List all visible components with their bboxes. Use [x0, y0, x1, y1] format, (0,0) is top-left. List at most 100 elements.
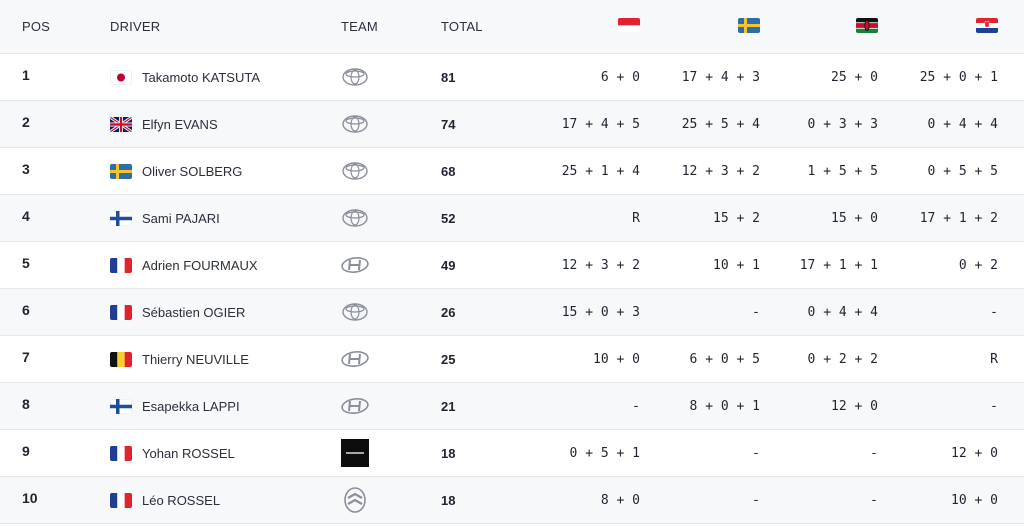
- round-result-cell: 8 + 0 + 1: [690, 383, 760, 429]
- header-team[interactable]: TEAM: [341, 19, 378, 34]
- lancia-logo-icon: [341, 439, 369, 467]
- driver-name[interactable]: Yohan ROSSEL: [142, 445, 235, 461]
- pos-cell: 4: [22, 195, 30, 241]
- driver-name[interactable]: Esapekka LAPPI: [142, 398, 240, 414]
- round-result: 0 + 2: [958, 257, 998, 273]
- table-row[interactable]: 7 Thierry NEUVILLE 25 10 + 0 6 + 0 + 5 0 + 2 …: [0, 336, 1024, 383]
- pos-cell: 9: [22, 430, 30, 476]
- hyundai-logo-icon: [341, 392, 369, 420]
- driver-cell[interactable]: Oliver SOLBERG: [110, 148, 242, 194]
- finland-flag-icon: [110, 210, 132, 226]
- driver-name[interactable]: Sami PAJARI: [142, 210, 220, 226]
- pos-cell: 7: [22, 336, 30, 382]
- position-number: 3: [22, 161, 30, 177]
- round-result-cell: 15 + 0 + 3: [562, 289, 640, 335]
- table-row[interactable]: 6 Sébastien OGIER 26 15 + 0 + 3 - 0 + 4 + 4 -: [0, 289, 1024, 336]
- round-result-cell: 0 + 2: [959, 242, 998, 288]
- header-round-3[interactable]: [856, 0, 878, 52]
- finland-flag-icon: [110, 398, 132, 414]
- driver-cell[interactable]: Elfyn EVANS: [110, 101, 218, 147]
- round-result-cell: -: [870, 477, 878, 523]
- round-result-cell: 15 + 2: [713, 195, 760, 241]
- round-result: 12 + 3 + 2: [681, 163, 760, 179]
- header-pos[interactable]: POS: [22, 19, 51, 34]
- header-total[interactable]: TOTAL: [441, 19, 483, 34]
- round-result: 8 + 0: [600, 492, 640, 508]
- round-result: 8 + 0 + 1: [689, 398, 760, 414]
- round-result-cell: 12 + 3 + 2: [682, 148, 760, 194]
- round-result-cell: 6 + 0: [601, 54, 640, 100]
- driver-name[interactable]: Takamoto KATSUTA: [142, 69, 260, 85]
- driver-cell[interactable]: Takamoto KATSUTA: [110, 54, 260, 100]
- table-row[interactable]: 4 Sami PAJARI 52 R 15 + 2 15 + 0 17 + 1 + 2: [0, 195, 1024, 242]
- table-row[interactable]: 3 Oliver SOLBERG 68 25 + 1 + 4 12 + 3 + 2 1 +…: [0, 148, 1024, 195]
- driver-name[interactable]: Oliver SOLBERG: [142, 163, 243, 179]
- driver-name[interactable]: Sébastien OGIER: [142, 304, 246, 320]
- header-driver[interactable]: DRIVER: [110, 19, 161, 34]
- driver-name[interactable]: Adrien FOURMAUX: [142, 257, 258, 273]
- table-row[interactable]: 9 Yohan ROSSEL 18 0 + 5 + 1 - - 12 + 0: [0, 430, 1024, 477]
- hyundai-logo-icon: [341, 345, 369, 373]
- header-round-1[interactable]: [618, 0, 640, 52]
- japan-flag-icon: [110, 69, 132, 85]
- position-number: 6: [22, 302, 30, 318]
- total-cell: 18: [441, 477, 455, 523]
- table-row[interactable]: 10 Léo ROSSEL 18 8 + 0 - - 10 + 0: [0, 477, 1024, 524]
- round-result: 0 + 5 + 5: [927, 163, 998, 179]
- driver-cell[interactable]: Léo ROSSEL: [110, 477, 220, 523]
- total-points: 74: [441, 116, 456, 132]
- round-result-cell: 25 + 1 + 4: [562, 148, 640, 194]
- total-points: 68: [441, 163, 456, 179]
- table-row[interactable]: 1 Takamoto KATSUTA 81 6 + 0 17 + 4 + 3 25 + 0…: [0, 54, 1024, 101]
- round-result: 0 + 2 + 2: [807, 351, 878, 367]
- toyota-logo-icon: [341, 63, 369, 91]
- round-result: 25 + 0: [831, 69, 878, 85]
- round-result: R: [990, 351, 998, 367]
- round-result: 12 + 0: [951, 445, 998, 461]
- driver-cell[interactable]: Thierry NEUVILLE: [110, 336, 249, 382]
- kenya-flag-icon: [856, 18, 878, 33]
- round-result: 15 + 0 + 3: [561, 304, 640, 320]
- team-cell: [341, 383, 369, 429]
- table-row[interactable]: 5 Adrien FOURMAUX 49 12 + 3 + 2 10 + 1 17 + 1…: [0, 242, 1024, 289]
- driver-cell[interactable]: Sami PAJARI: [110, 195, 220, 241]
- position-number: 5: [22, 255, 30, 271]
- round-result: 0 + 5 + 1: [569, 445, 640, 461]
- toyota-logo-icon: [341, 157, 369, 185]
- driver-cell[interactable]: Esapekka LAPPI: [110, 383, 240, 429]
- driver-name[interactable]: Thierry NEUVILLE: [142, 351, 249, 367]
- round-result: 0 + 4 + 4: [807, 304, 878, 320]
- round-result-cell: 0 + 2 + 2: [808, 336, 878, 382]
- uk-flag-icon: [110, 116, 132, 132]
- round-result-cell: 25 + 0 + 1: [920, 54, 998, 100]
- header-round-2[interactable]: [738, 0, 760, 52]
- position-number: 9: [22, 443, 30, 459]
- round-result: R: [632, 210, 640, 226]
- total-cell: 68: [441, 148, 455, 194]
- round-result: -: [990, 398, 998, 414]
- driver-cell[interactable]: Adrien FOURMAUX: [110, 242, 258, 288]
- round-result-cell: 10 + 0: [593, 336, 640, 382]
- round-result: -: [990, 304, 998, 320]
- round-result-cell: 17 + 4 + 5: [562, 101, 640, 147]
- toyota-logo-icon: [341, 298, 369, 326]
- round-result-cell: 10 + 1: [713, 242, 760, 288]
- total-cell: 25: [441, 336, 455, 382]
- round-result: 6 + 0 + 5: [689, 351, 760, 367]
- table-row[interactable]: 2 Elfyn EVANS 74 17 + 4 + 5 25 + 5 + 4 0 + 3 …: [0, 101, 1024, 148]
- position-number: 2: [22, 114, 30, 130]
- driver-cell[interactable]: Sébastien OGIER: [110, 289, 245, 335]
- header-round-4[interactable]: [976, 0, 998, 52]
- position-number: 7: [22, 349, 30, 365]
- team-cell: [341, 242, 369, 288]
- round-result-cell: 25 + 5 + 4: [682, 101, 760, 147]
- driver-name[interactable]: Léo ROSSEL: [142, 492, 221, 508]
- team-cell: [341, 195, 369, 241]
- driver-name[interactable]: Elfyn EVANS: [142, 116, 218, 132]
- round-result: 17 + 1 + 1: [799, 257, 878, 273]
- france-flag-icon: [110, 445, 132, 461]
- round-result: 0 + 3 + 3: [807, 116, 878, 132]
- driver-cell[interactable]: Yohan ROSSEL: [110, 430, 235, 476]
- table-row[interactable]: 8 Esapekka LAPPI 21 - 8 + 0 + 1 12 + 0 -: [0, 383, 1024, 430]
